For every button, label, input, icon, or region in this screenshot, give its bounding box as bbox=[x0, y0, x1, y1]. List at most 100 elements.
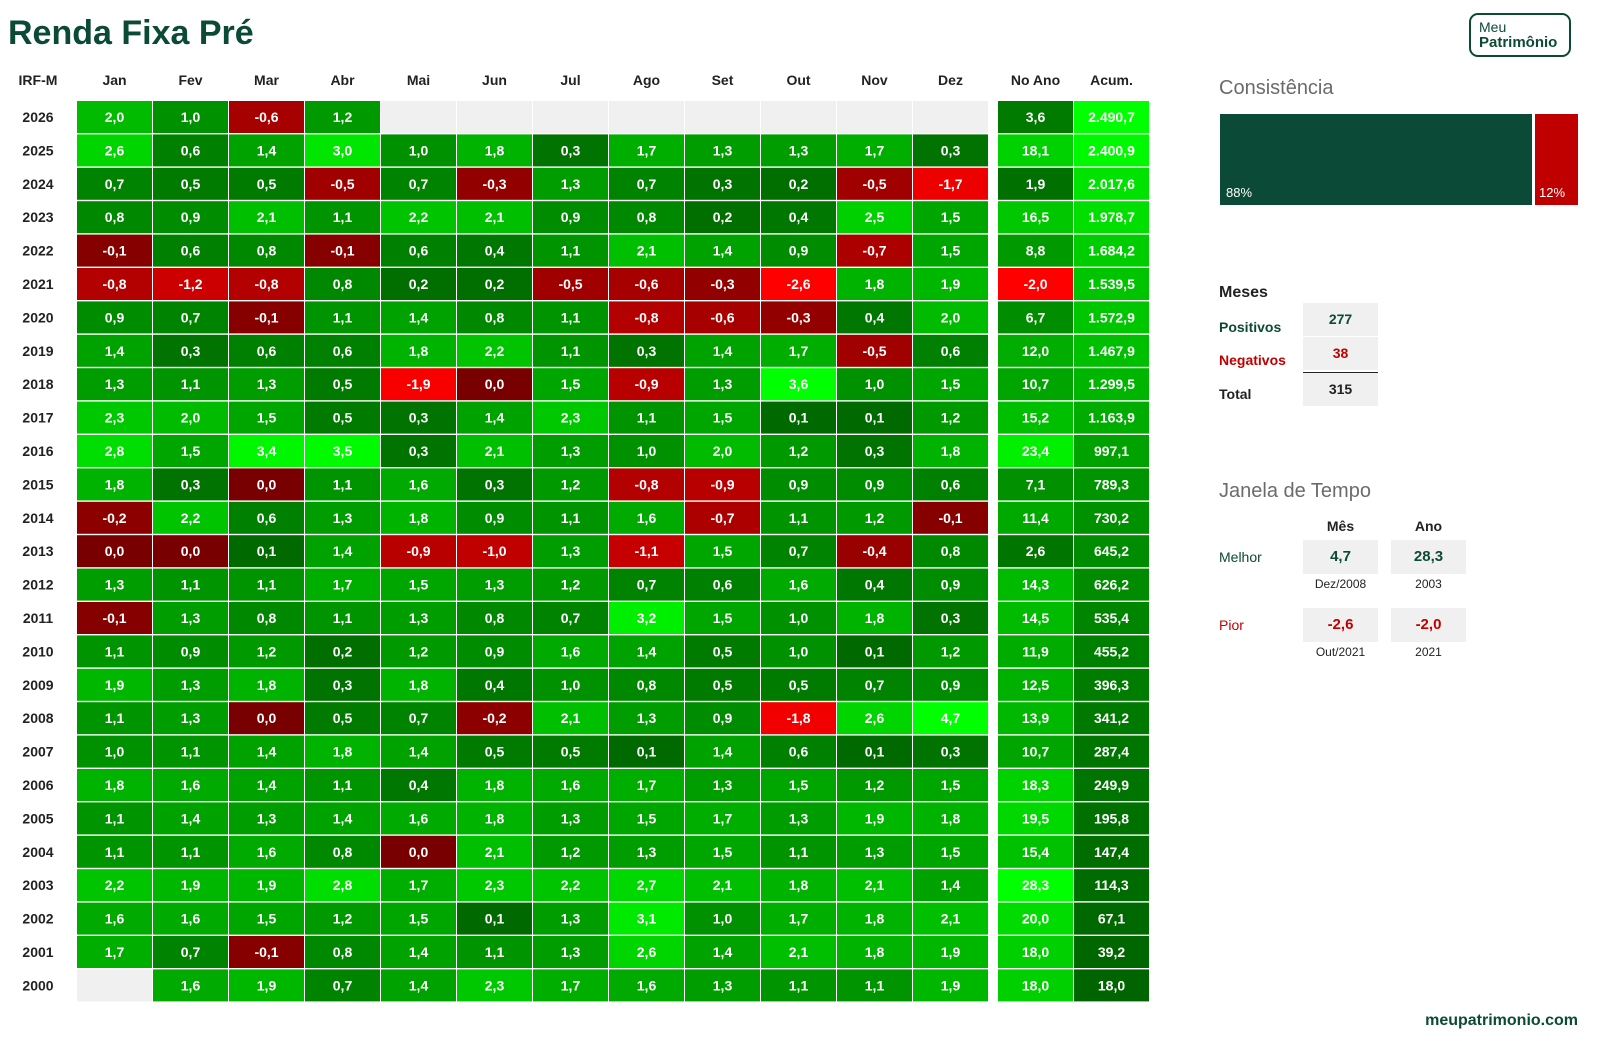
heatmap-cell bbox=[685, 435, 760, 467]
cell-value: 1,2 bbox=[561, 844, 581, 860]
heatmap-cell bbox=[153, 936, 228, 968]
cell-value: 0,7 bbox=[181, 944, 201, 960]
heatmap-cell bbox=[77, 167, 152, 200]
accumulated-cell bbox=[1074, 535, 1149, 568]
heatmap-cell bbox=[913, 301, 988, 334]
heatmap-cell bbox=[837, 301, 912, 334]
accumulated-value: 1.299,5 bbox=[1088, 376, 1135, 392]
accumulated-cell bbox=[1074, 702, 1149, 735]
year-total-cell bbox=[998, 468, 1073, 501]
cell-value: 1,4 bbox=[941, 877, 961, 893]
cell-value: 1,5 bbox=[713, 610, 733, 626]
heatmap-cell bbox=[229, 468, 304, 501]
heatmap-cell bbox=[153, 167, 228, 200]
year-total-value: 3,6 bbox=[1026, 109, 1046, 125]
heatmap-cell bbox=[609, 268, 684, 300]
heatmap-cell bbox=[609, 501, 684, 534]
heatmap-cell bbox=[305, 468, 380, 501]
year-total-value: 12,5 bbox=[1022, 677, 1049, 693]
cell-value: 1,3 bbox=[713, 376, 733, 392]
heatmap-cell bbox=[533, 535, 608, 568]
cell-value: 0,8 bbox=[333, 844, 353, 860]
cell-value: 0,9 bbox=[789, 243, 809, 259]
cell-value: 0,3 bbox=[941, 610, 961, 626]
cell-value: 1,2 bbox=[941, 643, 961, 659]
heatmap-cell bbox=[77, 802, 152, 835]
year-total-cell bbox=[998, 602, 1073, 634]
cell-value: 1,8 bbox=[257, 677, 277, 693]
column-header-jun: Jun bbox=[482, 72, 507, 88]
cell-value: 1,8 bbox=[485, 810, 505, 826]
year-total-value: 16,5 bbox=[1022, 209, 1049, 225]
heatmap-cell bbox=[761, 468, 836, 501]
cell-value: 1,6 bbox=[257, 844, 277, 860]
cell-value: 1,3 bbox=[485, 577, 505, 593]
heatmap-cell bbox=[913, 902, 988, 935]
cell-value: 0,3 bbox=[713, 176, 733, 192]
heatmap-cell bbox=[305, 869, 380, 902]
heatmap-cell bbox=[381, 201, 456, 234]
heatmap-cell bbox=[153, 735, 228, 768]
heatmap-cell bbox=[685, 368, 760, 401]
accumulated-cell bbox=[1074, 602, 1149, 634]
heatmap-cell bbox=[685, 234, 760, 267]
cell-value: 0,3 bbox=[181, 343, 201, 359]
cell-value: 1,6 bbox=[561, 643, 581, 659]
cell-value: 2,3 bbox=[105, 410, 125, 426]
cell-value: 1,2 bbox=[941, 410, 961, 426]
best-month-value: 4,7 bbox=[1303, 540, 1378, 574]
cell-value: 0,8 bbox=[941, 543, 961, 559]
cell-value: 1,1 bbox=[789, 977, 809, 993]
cell-value: 2,1 bbox=[485, 443, 505, 459]
cell-value: 1,4 bbox=[409, 944, 429, 960]
heatmap-cell bbox=[153, 234, 228, 267]
heatmap-cell bbox=[457, 969, 532, 1002]
column-header-abr: Abr bbox=[330, 72, 355, 88]
heatmap-cell bbox=[761, 668, 836, 701]
positive-months-label: Positivos bbox=[1219, 319, 1282, 335]
heatmap-cell bbox=[381, 668, 456, 701]
cell-value: 2,7 bbox=[637, 877, 657, 893]
cell-value: 1,3 bbox=[181, 677, 201, 693]
cell-value: 1,9 bbox=[941, 276, 961, 292]
heatmap-cell bbox=[229, 134, 304, 167]
cell-value: -0,3 bbox=[482, 176, 506, 192]
year-label: 2006 bbox=[22, 777, 53, 793]
cell-value: 0,4 bbox=[865, 309, 885, 325]
cell-value: 1,9 bbox=[257, 977, 277, 993]
cell-value: 1,5 bbox=[941, 209, 961, 225]
year-total-value: 15,2 bbox=[1022, 410, 1049, 426]
heatmap-cell bbox=[685, 401, 760, 434]
cell-value: -1,7 bbox=[938, 176, 962, 192]
heatmap-cell bbox=[533, 635, 608, 668]
cell-value: 4,7 bbox=[941, 710, 961, 726]
heatmap-cell bbox=[761, 401, 836, 434]
column-header-dez: Dez bbox=[938, 72, 963, 88]
cell-value: 1,3 bbox=[561, 443, 581, 459]
accumulated-cell bbox=[1074, 835, 1149, 868]
heatmap-cell bbox=[305, 334, 380, 367]
year-total-cell bbox=[998, 936, 1073, 968]
heatmap-cell bbox=[685, 769, 760, 801]
cell-value: 0,9 bbox=[181, 643, 201, 659]
heatmap-cell bbox=[153, 268, 228, 300]
heatmap-cell bbox=[77, 268, 152, 300]
heatmap-cell bbox=[305, 668, 380, 701]
cell-value: 1,7 bbox=[637, 142, 657, 158]
cell-value: 0,2 bbox=[333, 643, 353, 659]
heatmap-cell bbox=[457, 902, 532, 935]
heatmap-cell bbox=[837, 435, 912, 467]
heatmap-cell bbox=[609, 602, 684, 634]
cell-value: 0,8 bbox=[637, 209, 657, 225]
cell-value: -0,1 bbox=[254, 944, 278, 960]
heatmap-cell bbox=[229, 635, 304, 668]
accumulated-cell bbox=[1074, 969, 1149, 1002]
cell-value: -0,7 bbox=[710, 510, 734, 526]
cell-value: -0,2 bbox=[102, 510, 126, 526]
heatmap-cell bbox=[77, 101, 152, 133]
cell-value: 0,6 bbox=[941, 343, 961, 359]
heatmap-cell bbox=[533, 334, 608, 367]
cell-value: 2,1 bbox=[637, 243, 657, 259]
cell-value: 1,5 bbox=[789, 777, 809, 793]
heatmap-cell bbox=[837, 167, 912, 200]
